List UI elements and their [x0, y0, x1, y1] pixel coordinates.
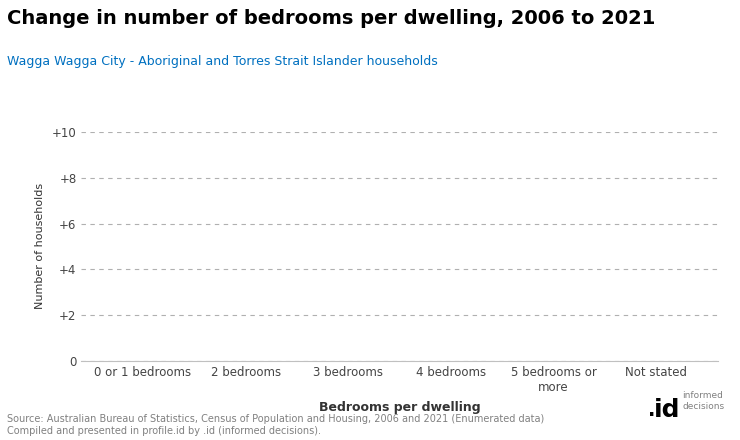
Text: Wagga Wagga City - Aboriginal and Torres Strait Islander households: Wagga Wagga City - Aboriginal and Torres…	[7, 55, 438, 68]
X-axis label: Bedrooms per dwelling: Bedrooms per dwelling	[319, 400, 480, 414]
Text: .: .	[648, 401, 655, 420]
Text: informed
decisions: informed decisions	[682, 391, 724, 411]
Text: id: id	[653, 398, 680, 422]
Y-axis label: Number of households: Number of households	[35, 183, 45, 309]
Text: Change in number of bedrooms per dwelling, 2006 to 2021: Change in number of bedrooms per dwellin…	[7, 9, 656, 28]
Text: Source: Australian Bureau of Statistics, Census of Population and Housing, 2006 : Source: Australian Bureau of Statistics,…	[7, 414, 545, 436]
